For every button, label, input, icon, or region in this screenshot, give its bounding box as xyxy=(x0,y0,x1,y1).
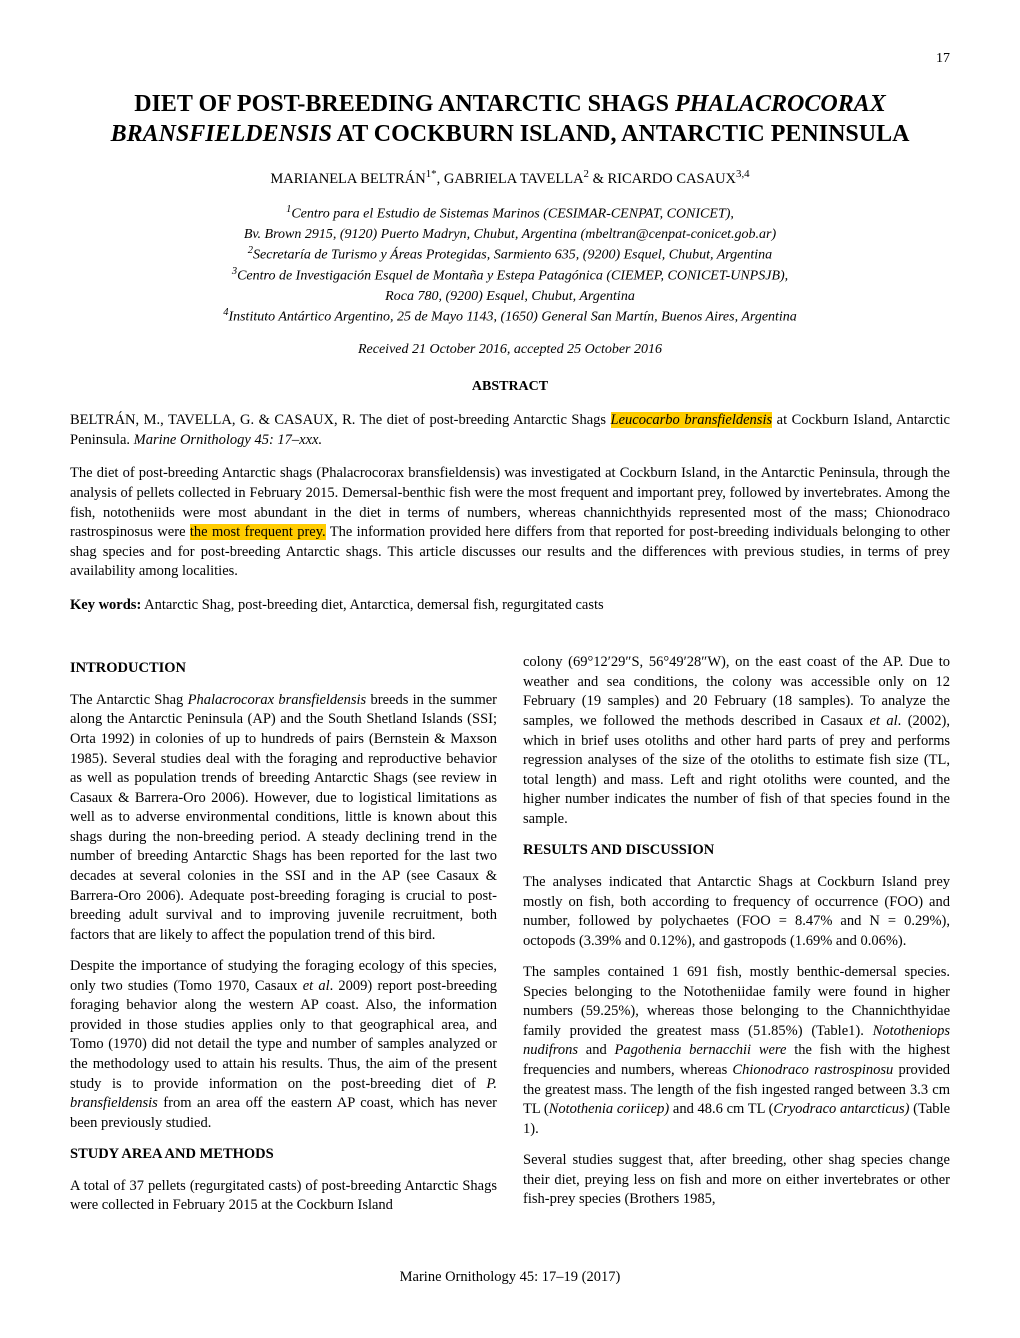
authors-line: MARIANELA BELTRÁN1*, GABRIELA TAVELLA2 &… xyxy=(70,167,950,189)
affiliation: Roca 780, (9200) Esquel, Chubut, Argenti… xyxy=(70,287,950,307)
affiliation: 3Centro de Investigación Esquel de Monta… xyxy=(70,265,950,286)
keywords-text: Antarctic Shag, post-breeding diet, Anta… xyxy=(141,597,603,613)
citation-highlight: Leucocarbo bransfieldensis xyxy=(611,412,773,428)
abstract-paragraph: The diet of post-breeding Antarctic shag… xyxy=(70,464,950,581)
section-heading-results: RESULTS AND DISCUSSION xyxy=(523,841,950,861)
section-heading-introduction: INTRODUCTION xyxy=(70,659,497,679)
page-number: 17 xyxy=(70,50,950,69)
affiliation: 1Centro para el Estudio de Sistemas Mari… xyxy=(70,203,950,224)
abstract-highlight: the most frequent prey. xyxy=(190,524,326,540)
affiliations-block: 1Centro para el Estudio de Sistemas Mari… xyxy=(70,203,950,327)
page-footer: Marine Ornithology 45: 17–19 (2017) xyxy=(70,1268,950,1288)
body-paragraph: A total of 37 pellets (regurgitated cast… xyxy=(70,1177,497,1216)
section-heading-methods: STUDY AREA AND METHODS xyxy=(70,1145,497,1165)
two-column-body: INTRODUCTION The Antarctic Shag Phalacro… xyxy=(70,653,950,1228)
affiliation: 4Instituto Antártico Argentino, 25 de Ma… xyxy=(70,306,950,327)
right-column: colony (69°12′29″S, 56°49′28″W), on the … xyxy=(523,653,950,1228)
affiliation: 2Secretaría de Turismo y Áreas Protegida… xyxy=(70,244,950,265)
body-paragraph: The samples contained 1 691 fish, mostly… xyxy=(523,963,950,1139)
body-paragraph: The Antarctic Shag Phalacrocorax bransfi… xyxy=(70,691,497,945)
affiliation: Bv. Brown 2915, (9120) Puerto Madryn, Ch… xyxy=(70,225,950,245)
body-paragraph: Several studies suggest that, after bree… xyxy=(523,1151,950,1210)
title-part1: DIET OF POST-BREEDING ANTARCTIC SHAGS xyxy=(134,91,675,117)
title-part2: AT COCKBURN ISLAND, ANTARCTIC PENINSULA xyxy=(332,121,909,147)
body-paragraph: colony (69°12′29″S, 56°49′28″W), on the … xyxy=(523,653,950,829)
abstract-heading: ABSTRACT xyxy=(70,378,950,397)
left-column: INTRODUCTION The Antarctic Shag Phalacro… xyxy=(70,653,497,1228)
citation-line: BELTRÁN, M., TAVELLA, G. & CASAUX, R. Th… xyxy=(70,411,950,450)
citation-prefix: BELTRÁN, M., TAVELLA, G. & CASAUX, R. Th… xyxy=(70,412,611,428)
dates-line: Received 21 October 2016, accepted 25 Oc… xyxy=(70,341,950,360)
keywords-line: Key words: Antarctic Shag, post-breeding… xyxy=(70,596,950,616)
article-title: DIET OF POST-BREEDING ANTARCTIC SHAGS PH… xyxy=(70,89,950,149)
keywords-label: Key words: xyxy=(70,597,141,613)
citation-journal: Marine Ornithology 45: 17–xxx. xyxy=(134,432,322,448)
body-paragraph: Despite the importance of studying the f… xyxy=(70,957,497,1133)
body-paragraph: The analyses indicated that Antarctic Sh… xyxy=(523,873,950,951)
